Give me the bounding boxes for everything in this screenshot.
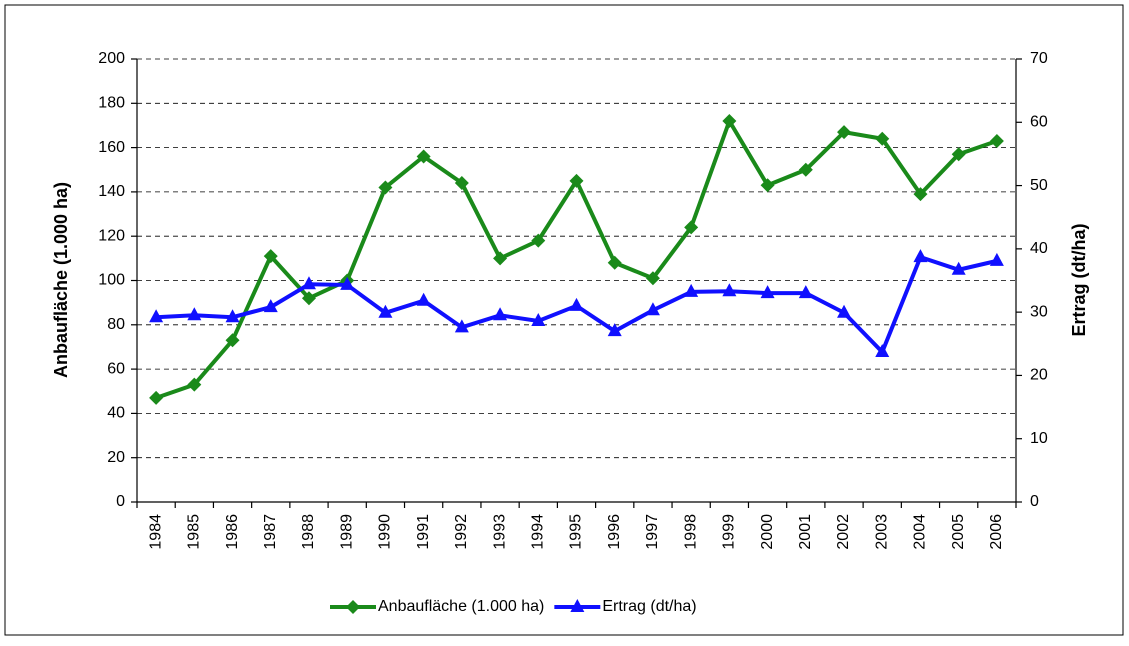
marker bbox=[989, 252, 1004, 266]
y-tick-label: 180 bbox=[98, 95, 125, 112]
y2-tick-label: 30 bbox=[1030, 303, 1048, 320]
marker bbox=[531, 313, 546, 327]
marker bbox=[225, 309, 240, 323]
x-tick-label: 1986 bbox=[224, 514, 241, 550]
marker bbox=[684, 283, 699, 297]
y-tick-label: 140 bbox=[98, 183, 125, 200]
marker bbox=[645, 302, 660, 316]
x-tick-label: 1990 bbox=[377, 514, 394, 550]
x-tick-label: 1993 bbox=[491, 514, 508, 550]
y2-tick-label: 10 bbox=[1030, 430, 1048, 447]
x-tick-label: 1984 bbox=[147, 514, 164, 550]
x-tick-label: 1987 bbox=[262, 514, 279, 550]
marker bbox=[378, 180, 393, 195]
x-tick-label: 2000 bbox=[759, 514, 776, 550]
y-tick-label: 40 bbox=[107, 405, 125, 422]
x-tick-label: 1989 bbox=[338, 514, 355, 550]
marker bbox=[913, 187, 928, 202]
marker bbox=[454, 176, 469, 191]
marker bbox=[951, 261, 966, 275]
x-tick-label: 1992 bbox=[453, 514, 470, 550]
marker bbox=[684, 220, 699, 235]
marker bbox=[225, 333, 240, 348]
marker bbox=[951, 147, 966, 162]
x-tick-label: 1995 bbox=[568, 514, 585, 550]
x-tick-label: 1985 bbox=[186, 514, 203, 550]
marker bbox=[454, 319, 469, 333]
marker bbox=[913, 249, 928, 263]
x-tick-label: 2003 bbox=[873, 514, 890, 550]
marker bbox=[607, 323, 622, 337]
marker bbox=[531, 233, 546, 248]
x-tick-label: 2004 bbox=[912, 514, 929, 550]
y2-tick-label: 20 bbox=[1030, 367, 1048, 384]
x-tick-label: 1997 bbox=[644, 514, 661, 550]
legend-label: Anbaufläche (1.000 ha) bbox=[378, 598, 544, 615]
marker bbox=[722, 114, 737, 129]
x-tick-label: 1999 bbox=[721, 514, 738, 550]
marker bbox=[416, 292, 431, 306]
y-tick-label: 100 bbox=[98, 272, 125, 289]
y-tick-label: 200 bbox=[98, 50, 125, 67]
y-tick-label: 0 bbox=[116, 493, 125, 510]
marker bbox=[187, 307, 202, 321]
marker bbox=[798, 285, 813, 299]
marker bbox=[569, 297, 584, 311]
marker bbox=[378, 304, 393, 318]
marker bbox=[263, 299, 278, 313]
marker bbox=[760, 285, 775, 299]
marker bbox=[798, 162, 813, 177]
marker bbox=[569, 173, 584, 188]
marker bbox=[837, 125, 852, 140]
y-tick-label: 20 bbox=[107, 449, 125, 466]
y-tick-label: 160 bbox=[98, 139, 125, 156]
y2-tick-label: 70 bbox=[1030, 50, 1048, 67]
y2-axis-title: Ertrag (dt/ha) bbox=[1069, 223, 1089, 336]
marker bbox=[340, 276, 355, 290]
x-tick-label: 1998 bbox=[682, 514, 699, 550]
y2-tick-label: 60 bbox=[1030, 114, 1048, 131]
x-tick-label: 2002 bbox=[835, 514, 852, 550]
x-tick-label: 1996 bbox=[606, 514, 623, 550]
marker bbox=[416, 149, 431, 164]
x-tick-label: 1988 bbox=[300, 514, 317, 550]
y-tick-label: 80 bbox=[107, 316, 125, 333]
marker bbox=[875, 131, 890, 146]
marker bbox=[989, 133, 1004, 148]
marker bbox=[493, 251, 508, 266]
x-tick-label: 1994 bbox=[530, 514, 547, 550]
marker bbox=[263, 249, 278, 264]
legend-marker bbox=[346, 600, 360, 614]
marker bbox=[301, 291, 316, 306]
marker bbox=[722, 283, 737, 297]
marker bbox=[301, 276, 316, 290]
x-tick-label: 2001 bbox=[797, 514, 814, 550]
marker bbox=[149, 390, 164, 405]
y-tick-label: 120 bbox=[98, 227, 125, 244]
y2-tick-label: 40 bbox=[1030, 240, 1048, 257]
legend-label: Ertrag (dt/ha) bbox=[602, 598, 696, 615]
marker bbox=[875, 344, 890, 358]
marker bbox=[645, 271, 660, 286]
marker bbox=[493, 307, 508, 321]
y-axis-title: Anbaufläche (1.000 ha) bbox=[51, 182, 71, 378]
marker bbox=[837, 304, 852, 318]
x-tick-label: 2005 bbox=[950, 514, 967, 550]
x-tick-label: 1991 bbox=[415, 514, 432, 550]
marker bbox=[187, 377, 202, 392]
marker bbox=[149, 309, 164, 323]
y-tick-label: 60 bbox=[107, 360, 125, 377]
y2-tick-label: 0 bbox=[1030, 493, 1039, 510]
x-tick-label: 2006 bbox=[988, 514, 1005, 550]
y2-tick-label: 50 bbox=[1030, 177, 1048, 194]
marker bbox=[760, 178, 775, 193]
legend-marker bbox=[570, 599, 585, 612]
marker bbox=[607, 255, 622, 270]
